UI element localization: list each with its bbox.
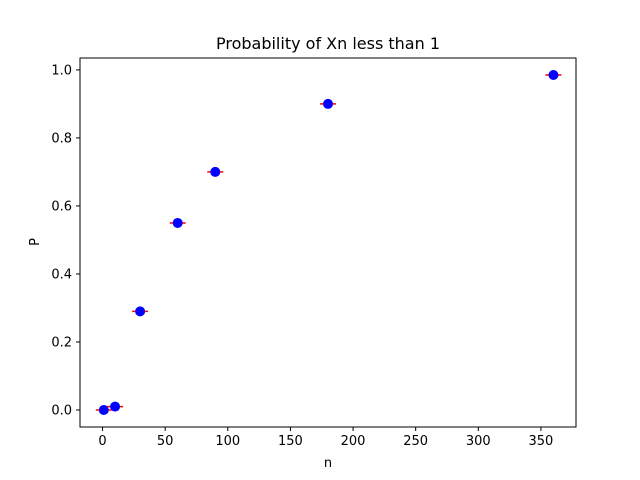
y-tick-label: 0.6: [51, 199, 72, 214]
x-tick-label: 50: [157, 434, 174, 449]
data-point: [548, 70, 559, 81]
chart-title: Probability of Xn less than 1: [216, 34, 440, 53]
x-axis: 0 50 100 150 200 250 300 350: [98, 427, 553, 449]
x-tick-label: 100: [215, 434, 240, 449]
y-tick-label: 0.0: [51, 403, 72, 418]
x-tick-label: 250: [403, 434, 428, 449]
y-tick-label: 0.8: [51, 131, 72, 146]
x-tick-label: 300: [466, 434, 491, 449]
data-point: [210, 166, 221, 177]
x-tick-label: 150: [278, 434, 303, 449]
data-point: [323, 98, 333, 109]
x-tick-label: 0: [98, 434, 106, 449]
plot-area: [95, 70, 562, 415]
y-tick-label: 0.4: [51, 267, 72, 282]
x-axis-label: n: [324, 456, 332, 471]
data-point: [110, 401, 121, 412]
y-tick-label: 1.0: [51, 63, 72, 78]
data-point: [98, 404, 109, 415]
y-axis: 0.0 0.2 0.4 0.6 0.8 1.0: [51, 63, 80, 418]
plot-frame: [79, 57, 577, 428]
x-tick-label: 350: [529, 434, 554, 449]
data-point: [172, 217, 183, 228]
data-point: [135, 306, 146, 317]
y-axis-label: P: [28, 238, 43, 246]
y-tick-label: 0.2: [51, 335, 72, 350]
x-tick-label: 200: [341, 434, 366, 449]
